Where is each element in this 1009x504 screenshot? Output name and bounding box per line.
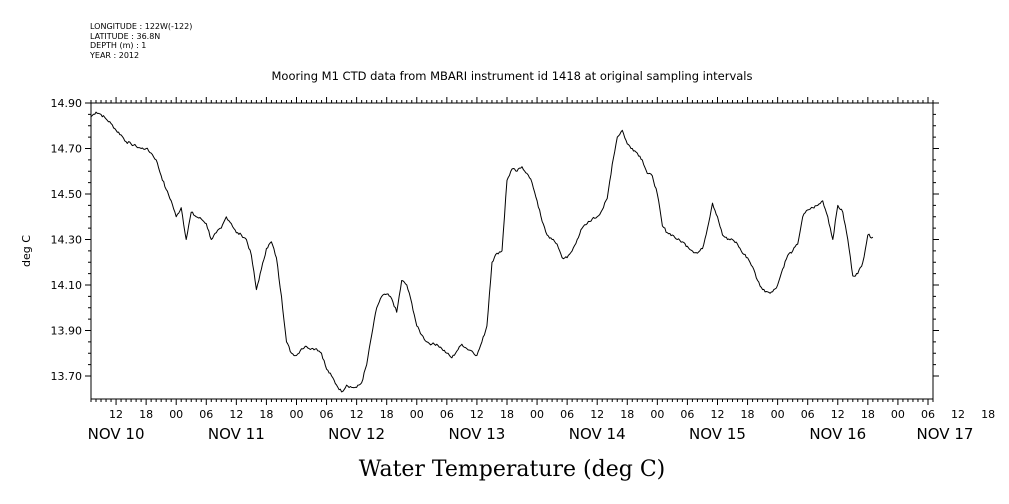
x-day-label: NOV 16 <box>809 425 866 443</box>
longitude-text: LONGITUDE : 122W(-122) <box>90 22 193 31</box>
depth-text: DEPTH (m) : 1 <box>90 41 147 50</box>
x-hour-tick-label: 06 <box>560 408 574 421</box>
x-day-label: NOV 10 <box>88 425 145 443</box>
x-hour-tick-label: 12 <box>590 408 604 421</box>
x-day-label: NOV 15 <box>689 425 746 443</box>
y-tick-label: 14.10 <box>51 279 83 292</box>
x-hour-tick-label: 12 <box>350 408 364 421</box>
plot-frame <box>90 102 934 400</box>
x-day-label: NOV 11 <box>208 425 265 443</box>
metadata-block: LONGITUDE : 122W(-122) LATITUDE : 36.8N … <box>90 22 192 60</box>
x-axis-label: Water Temperature (deg C) <box>359 457 666 482</box>
x-hour-tick-label: 00 <box>289 408 303 421</box>
x-hour-tick-label: 06 <box>921 408 935 421</box>
y-tick-label: 13.70 <box>51 370 83 383</box>
x-hour-tick-label: 18 <box>139 408 153 421</box>
x-hour-tick-label: 18 <box>861 408 875 421</box>
x-day-label: NOV 12 <box>328 425 385 443</box>
x-hour-tick-label: 00 <box>771 408 785 421</box>
y-tick-label: 13.90 <box>51 325 83 338</box>
x-day-label: NOV 13 <box>448 425 505 443</box>
x-hour-tick-label: 00 <box>891 408 905 421</box>
y-axis-label: deg C <box>20 235 33 267</box>
x-day-label: NOV 14 <box>569 425 626 443</box>
x-hour-tick-label: 06 <box>440 408 454 421</box>
x-day-label: NOV 17 <box>917 425 974 443</box>
x-hour-tick-label: 18 <box>741 408 755 421</box>
y-tick-label: 14.50 <box>51 188 83 201</box>
x-hour-tick-label: 00 <box>530 408 544 421</box>
x-hour-tick-label: 12 <box>470 408 484 421</box>
x-hour-tick-label: 18 <box>380 408 394 421</box>
x-hour-tick-label: 00 <box>410 408 424 421</box>
temperature-series-line <box>90 111 874 393</box>
chart-title: Mooring M1 CTD data from MBARI instrumen… <box>272 69 753 83</box>
x-hour-tick-label: 12 <box>831 408 845 421</box>
x-hour-tick-label: 00 <box>169 408 183 421</box>
x-hour-tick-label: 18 <box>620 408 634 421</box>
y-tick-labels: 14.90 14.70 14.50 14.30 14.10 13.90 13.70 <box>51 97 83 383</box>
x-hour-tick-label: 06 <box>680 408 694 421</box>
year-text: YEAR : 2012 <box>90 50 140 60</box>
x-hour-tick-label: 12 <box>109 408 123 421</box>
x-hour-tick-label: 18 <box>981 408 995 421</box>
tick-marks <box>85 97 939 405</box>
x-hour-tick-label: 06 <box>801 408 815 421</box>
x-hour-tick-label: 18 <box>259 408 273 421</box>
x-day-labels: NOV 10 NOV 11 NOV 12 NOV 13 NOV 14 NOV 15 NOV … <box>88 425 974 443</box>
x-hour-tick-label: 06 <box>320 408 334 421</box>
x-hour-tick-label: 12 <box>951 408 965 421</box>
latitude-text: LATITUDE : 36.8N <box>90 31 161 41</box>
x-hour-tick-label: 06 <box>199 408 213 421</box>
x-hour-tick-label: 12 <box>710 408 724 421</box>
y-tick-label: 14.70 <box>51 143 83 156</box>
x-tick-labels: 12 18 00 06 12 18 00 06 12 18 00 06 12 18 00 06 12 18 00 06… <box>109 408 995 421</box>
y-tick-label: 14.30 <box>51 234 83 247</box>
x-hour-tick-label: 18 <box>500 408 514 421</box>
x-hour-tick-label: 12 <box>229 408 243 421</box>
x-hour-tick-label: 00 <box>650 408 664 421</box>
y-tick-label: 14.90 <box>51 97 83 110</box>
